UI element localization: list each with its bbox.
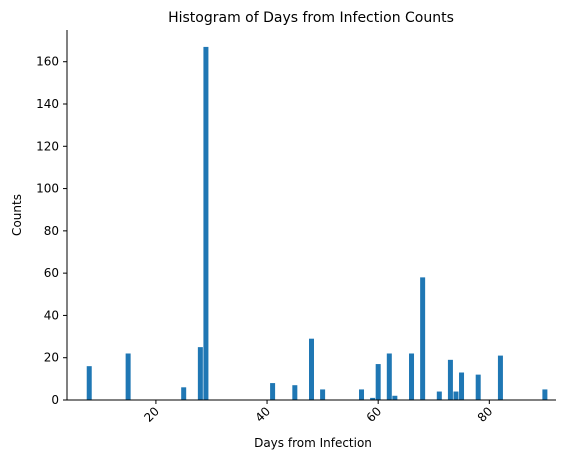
y-tick-label: 40 [44,308,59,322]
y-axis-ticks: 0 20 40 60 80 100 120 140 160 [36,55,67,407]
bar [375,364,381,400]
bar [125,353,131,400]
bar [436,391,442,400]
bar [320,389,326,400]
bar [542,389,548,400]
bar [459,372,465,400]
bar [370,397,376,400]
x-tick-label: 60 [364,404,385,425]
y-tick-label: 140 [36,97,59,111]
bar [497,355,503,400]
y-tick-label: 160 [36,55,59,69]
bar [386,353,392,400]
bar [270,383,276,400]
x-tick-label: 80 [475,404,496,425]
bars-group [86,46,548,400]
y-tick-label: 20 [44,351,59,365]
bar [292,385,298,400]
bar [203,46,209,400]
bar [420,277,426,400]
bar [392,395,398,400]
y-tick-label: 60 [44,266,59,280]
bar [475,374,481,400]
chart-title: Histogram of Days from Infection Counts [168,10,454,26]
bar [86,366,92,400]
y-tick-label: 100 [36,182,59,196]
bar [197,347,203,400]
bar [309,338,314,400]
x-axis-ticks: 20 40 60 80 [141,400,495,425]
y-axis-label: Counts [10,194,24,236]
bar [409,353,415,400]
x-tick-label: 20 [141,404,162,425]
bar [181,387,187,400]
y-tick-label: 0 [51,393,59,407]
bar [453,391,459,400]
x-axis-label: Days from Infection [254,436,372,450]
bar [359,389,365,400]
x-tick-label: 40 [252,404,273,425]
bar [447,359,453,400]
y-tick-label: 120 [36,139,59,153]
y-tick-label: 80 [44,224,59,238]
